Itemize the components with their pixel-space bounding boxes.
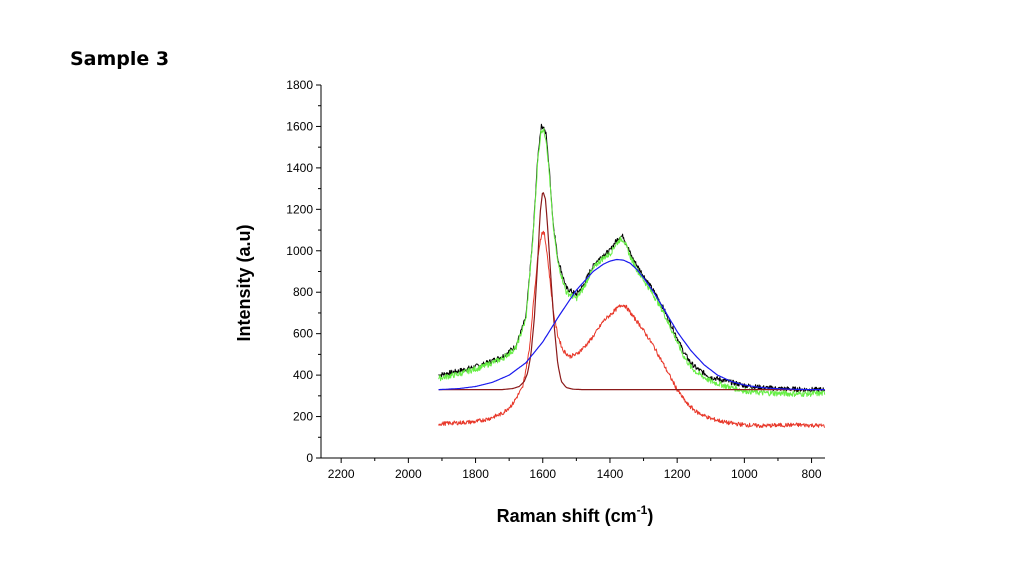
y-tick-label: 1800 [286,78,313,92]
y-tick-label: 1200 [286,202,313,216]
x-tick-label: 1000 [731,467,758,481]
x-axis-title: Raman shift (cm-1) [497,503,654,526]
x-axis-title-sup: -1 [637,503,648,517]
series-line-4 [438,258,825,391]
slide-title: Sample 3 [70,48,170,70]
y-tick-label: 200 [293,410,313,424]
series-line-2 [438,230,826,429]
x-tick-label: 800 [802,467,822,481]
series-line-1 [438,128,826,397]
x-tick-label: 2000 [395,467,422,481]
series-line-3 [438,192,825,391]
plot-series [438,123,826,429]
x-tick-label: 1200 [664,467,691,481]
y-tick-label: 800 [293,285,313,299]
axes: 0 200 400 600 800 1000 1200 1400 1600 1800 2200 200… [286,78,825,481]
y-tick-label: 1400 [286,161,313,175]
x-tick-label: 1600 [529,467,556,481]
y-tick-label: 1000 [286,244,313,258]
x-axis-title-main: Raman shift (cm [497,506,637,526]
y-tick-label: 0 [306,451,313,465]
y-axis-title: Intensity (a.u) [234,224,254,341]
y-tick-label: 400 [293,368,313,382]
y-tick-label: 1600 [286,119,313,133]
x-tick-label: 1800 [462,467,489,481]
x-tick-label: 1400 [597,467,624,481]
y-tick-label: 600 [293,327,313,341]
x-tick-label: 2200 [328,467,355,481]
x-axis-title-close: ) [647,506,653,526]
